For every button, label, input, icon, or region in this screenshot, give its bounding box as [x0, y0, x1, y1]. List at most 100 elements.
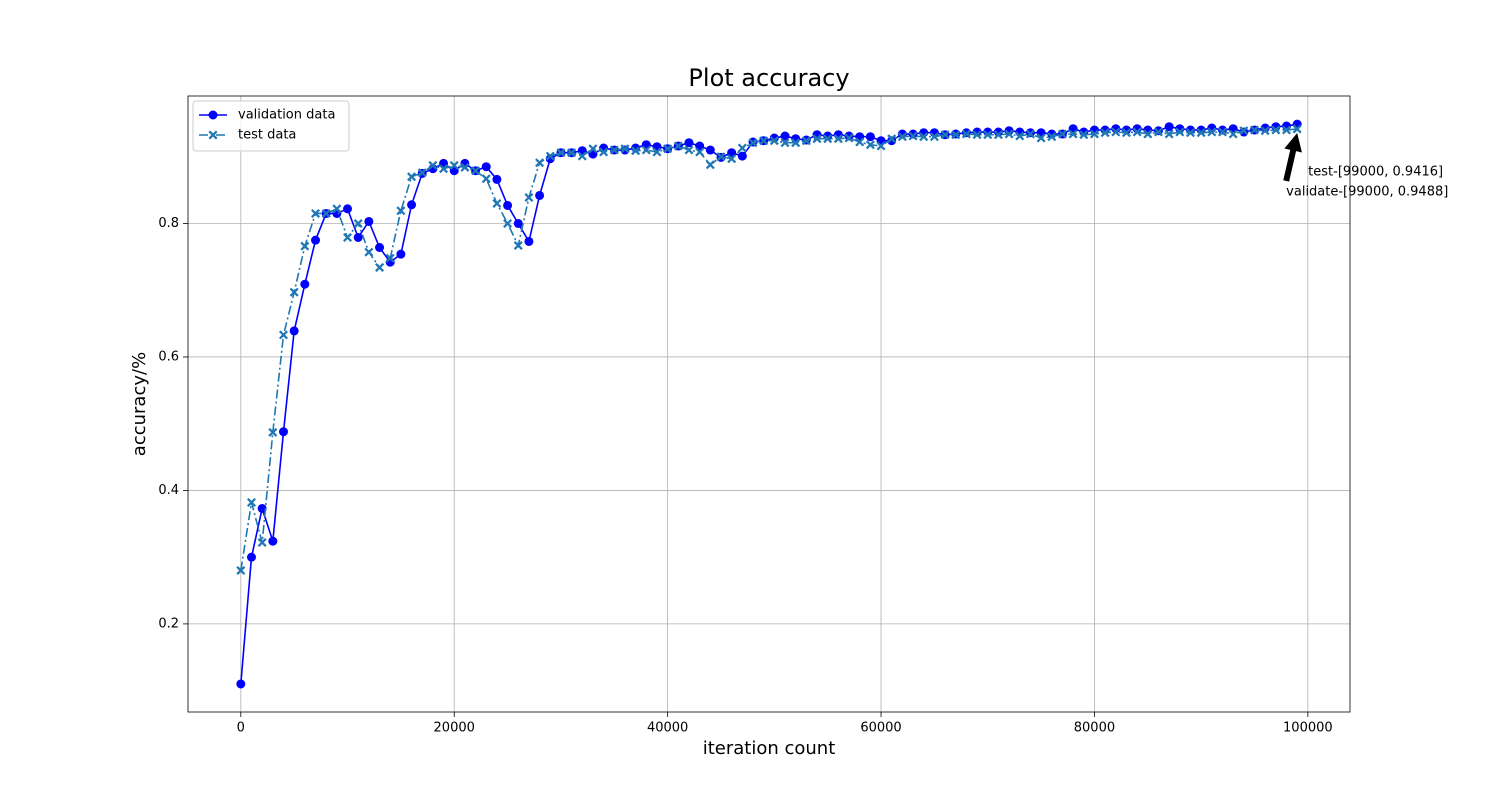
- legend: validation data test data: [192, 100, 350, 152]
- point: [268, 427, 278, 437]
- point: [983, 130, 993, 140]
- point: [887, 134, 897, 144]
- legend-marker: [208, 130, 218, 140]
- point: [705, 145, 715, 155]
- x-axis-label: iteration count: [703, 738, 836, 759]
- point: [876, 141, 886, 151]
- point: [695, 147, 705, 157]
- legend-marker: [208, 110, 218, 120]
- point: [257, 503, 267, 513]
- point: [620, 144, 630, 154]
- point: [641, 145, 651, 155]
- point: [300, 241, 310, 251]
- point: [492, 198, 502, 208]
- y-tick-label: 0.2: [158, 616, 179, 631]
- point: [246, 497, 256, 507]
- point: [396, 249, 406, 259]
- point: [278, 330, 288, 340]
- point: [716, 152, 726, 162]
- point: [577, 151, 587, 161]
- point: [865, 132, 875, 142]
- point: [1025, 129, 1035, 139]
- point: [289, 287, 299, 297]
- point: [449, 160, 459, 170]
- point: [1121, 128, 1131, 138]
- point: [364, 216, 374, 226]
- y-tick-label: 0.8: [158, 216, 179, 231]
- point: [407, 172, 417, 182]
- point: [268, 536, 278, 546]
- point: [801, 136, 811, 146]
- legend-label: validation data: [238, 108, 335, 123]
- point: [865, 140, 875, 150]
- point: [513, 218, 523, 228]
- point: [524, 236, 534, 246]
- point: [588, 144, 598, 154]
- point: [972, 130, 982, 140]
- point: [1068, 129, 1078, 139]
- point: [311, 208, 321, 218]
- point: [833, 134, 843, 144]
- point: [1260, 126, 1270, 136]
- point: [940, 130, 950, 140]
- point: [908, 131, 918, 141]
- point: [1111, 127, 1121, 137]
- point: [300, 279, 310, 289]
- point: [364, 247, 374, 257]
- point: [1228, 129, 1238, 139]
- point: [1196, 128, 1206, 138]
- x-tick-label: 60000: [860, 721, 901, 736]
- point: [492, 174, 502, 184]
- point: [1271, 125, 1281, 135]
- point: [439, 164, 449, 174]
- point: [1292, 124, 1302, 134]
- point: [780, 131, 790, 141]
- point: [375, 263, 385, 273]
- annotation-arrow: [1283, 132, 1302, 182]
- point: [609, 145, 619, 155]
- point: [919, 132, 929, 142]
- point: [1132, 127, 1142, 137]
- legend-label: test data: [238, 128, 296, 143]
- point: [1250, 125, 1260, 135]
- point: [993, 130, 1003, 140]
- point: [791, 138, 801, 148]
- y-axis-label: accuracy/%: [129, 352, 150, 456]
- legend-box: [192, 100, 350, 152]
- point: [311, 235, 321, 245]
- series-line: [240, 128, 1298, 571]
- point: [332, 204, 342, 214]
- point: [1015, 131, 1025, 141]
- point: [257, 537, 267, 547]
- point: [599, 147, 609, 157]
- point: [673, 141, 683, 151]
- point: [236, 679, 246, 689]
- point: [929, 132, 939, 142]
- point: [545, 151, 555, 161]
- point: [535, 190, 545, 200]
- point: [1079, 130, 1089, 140]
- point: [375, 242, 385, 252]
- point: [503, 218, 513, 228]
- point: [1207, 127, 1217, 137]
- point: [961, 129, 971, 139]
- point: [951, 130, 961, 140]
- point: [428, 160, 438, 170]
- point: [545, 154, 555, 164]
- x-tick-label: 40000: [647, 721, 688, 736]
- point: [844, 133, 854, 143]
- point: [908, 129, 918, 139]
- point: [684, 145, 694, 155]
- x-tick-label: 100000: [1283, 721, 1333, 736]
- point: [1004, 129, 1014, 139]
- y-tick-label: 0.4: [158, 483, 179, 498]
- plot-frame: [187, 95, 1351, 713]
- point: [1153, 127, 1163, 137]
- point: [652, 147, 662, 157]
- point: [353, 232, 363, 242]
- point: [417, 168, 427, 178]
- point: [1282, 125, 1292, 135]
- point: [481, 174, 491, 184]
- point: [663, 144, 673, 154]
- point: [353, 218, 363, 228]
